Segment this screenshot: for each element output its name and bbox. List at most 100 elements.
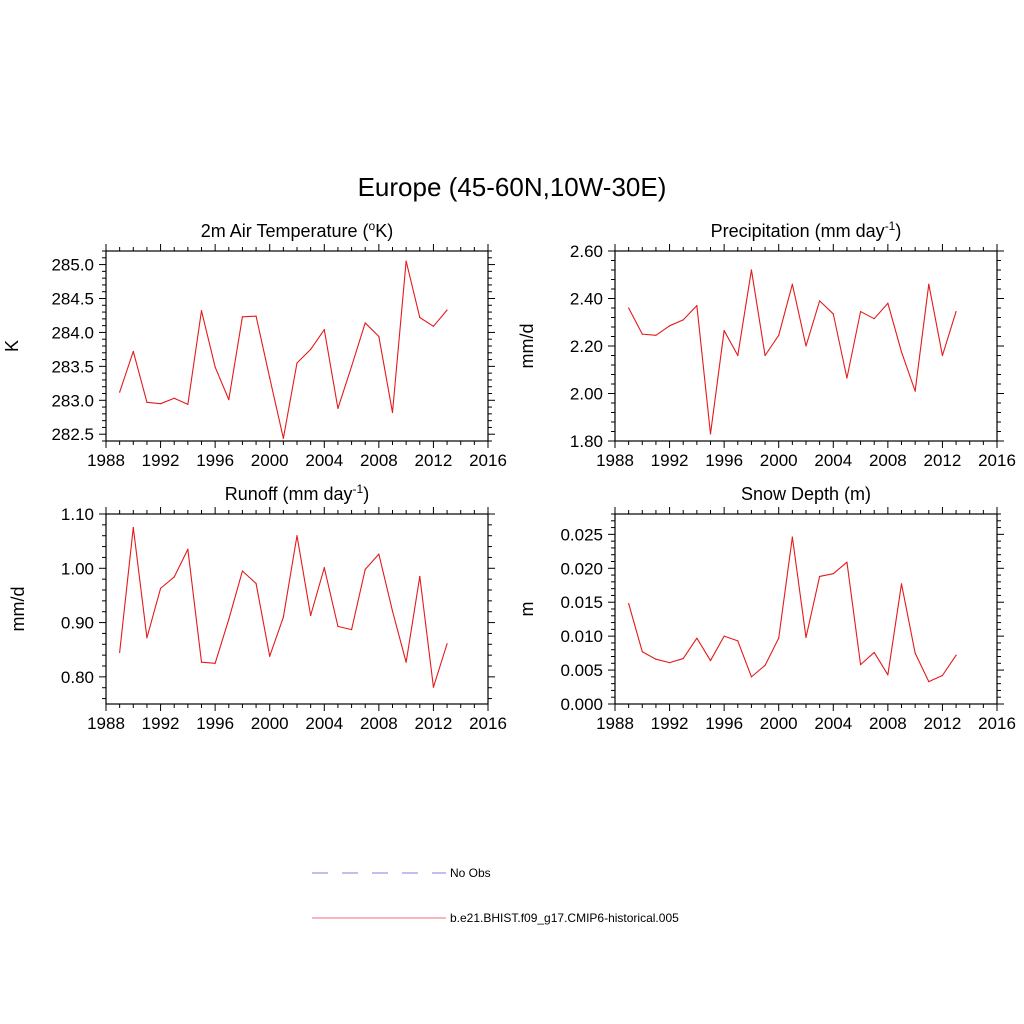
x-tick-label: 2000 bbox=[760, 451, 798, 470]
data-point bbox=[696, 305, 698, 307]
data-point bbox=[132, 350, 134, 353]
y-tick-label: 0.005 bbox=[560, 661, 603, 680]
data-point bbox=[446, 643, 448, 645]
data-point bbox=[187, 548, 189, 550]
x-tick-label: 2000 bbox=[251, 451, 289, 470]
panel-title-text: Snow Depth (m) bbox=[741, 484, 871, 504]
data-point bbox=[900, 583, 903, 585]
x-tick-label: 1988 bbox=[596, 451, 634, 470]
x-tick-label: 2016 bbox=[978, 714, 1016, 733]
data-point bbox=[337, 625, 339, 627]
data-point bbox=[432, 686, 435, 688]
x-tick-label: 2008 bbox=[869, 714, 907, 733]
data-point bbox=[805, 636, 807, 639]
data-point bbox=[310, 348, 312, 350]
y-tick-label: 0.90 bbox=[61, 614, 94, 633]
data-point bbox=[159, 587, 162, 589]
legend-label-model: b.e21.BHIST.f09_g17.CMIP6-historical.005 bbox=[450, 911, 679, 925]
data-point bbox=[405, 260, 407, 262]
data-point bbox=[941, 674, 944, 677]
data-point bbox=[887, 302, 889, 304]
panel-title: Runoff (mm day-1) bbox=[225, 482, 369, 504]
data-point bbox=[791, 283, 793, 285]
y-tick-label: 0.015 bbox=[560, 593, 603, 612]
data-point bbox=[846, 561, 848, 563]
data-point bbox=[228, 399, 230, 401]
data-point bbox=[778, 637, 780, 639]
data-point bbox=[432, 325, 435, 327]
data-point bbox=[668, 325, 671, 327]
data-point bbox=[628, 307, 630, 309]
x-tick-label: 2012 bbox=[924, 451, 962, 470]
panel-title: Precipitation (mm day-1) bbox=[711, 219, 902, 241]
x-tick-label: 2008 bbox=[360, 714, 398, 733]
data-point bbox=[750, 269, 753, 271]
data-point bbox=[737, 640, 739, 642]
data-point bbox=[941, 354, 944, 357]
data-point bbox=[214, 662, 216, 664]
plot-frame bbox=[105, 250, 489, 442]
y-tick-label: 1.10 bbox=[61, 505, 94, 524]
data-point bbox=[832, 313, 834, 315]
y-axis-label: m bbox=[517, 602, 537, 617]
y-tick-label: 2.40 bbox=[570, 290, 603, 309]
data-point bbox=[255, 315, 257, 317]
x-tick-label: 2016 bbox=[469, 714, 507, 733]
data-point bbox=[419, 316, 421, 319]
panel-title-superscript: -1 bbox=[885, 219, 896, 233]
x-tick-label: 2012 bbox=[415, 714, 453, 733]
data-point bbox=[132, 526, 134, 529]
data-point bbox=[337, 407, 339, 410]
x-tick-label: 1996 bbox=[705, 451, 743, 470]
x-tick-label: 1996 bbox=[196, 451, 234, 470]
data-point bbox=[146, 401, 148, 403]
data-point bbox=[750, 676, 753, 678]
data-point bbox=[228, 618, 230, 620]
data-point bbox=[955, 654, 957, 656]
panel-air-temperature: 2m Air Temperature (oK) K 1988 1992 1996 2000… bbox=[2, 219, 507, 470]
y-tick-label: 1.80 bbox=[570, 432, 603, 451]
y-axis-label: mm/d bbox=[517, 324, 537, 369]
data-point bbox=[682, 657, 684, 660]
series-line bbox=[119, 260, 448, 439]
data-point bbox=[378, 335, 380, 338]
panel-runoff: Runoff (mm day-1) mm/d 1988 1992 1996 2000 200… bbox=[8, 482, 507, 733]
data-point bbox=[323, 329, 325, 331]
data-point bbox=[364, 568, 366, 570]
y-tick-label: 285.0 bbox=[51, 256, 94, 275]
panel-title-suffix: ) bbox=[895, 221, 901, 241]
y-tick-label: 284.5 bbox=[51, 290, 94, 309]
data-point bbox=[709, 659, 712, 662]
x-tick-label: 1996 bbox=[705, 714, 743, 733]
data-point bbox=[296, 362, 298, 364]
x-tick-label: 1988 bbox=[87, 451, 125, 470]
series-line bbox=[628, 536, 957, 683]
series-line bbox=[119, 527, 448, 688]
data-point bbox=[723, 329, 725, 332]
data-point bbox=[405, 661, 407, 663]
x-tick-label: 1992 bbox=[142, 714, 180, 733]
y-tick-label: 0.000 bbox=[560, 695, 603, 714]
panel-title: Snow Depth (m) bbox=[741, 484, 871, 504]
data-point bbox=[241, 570, 244, 572]
x-tick-label: 2004 bbox=[305, 714, 343, 733]
data-point bbox=[641, 651, 643, 653]
data-point bbox=[282, 616, 284, 618]
data-point bbox=[173, 397, 175, 399]
data-point bbox=[668, 662, 671, 664]
data-point bbox=[805, 345, 807, 347]
x-tick-label: 1996 bbox=[196, 714, 234, 733]
data-point bbox=[628, 602, 630, 605]
panel-precipitation: Precipitation (mm day-1) mm/d 1988 1992 1996… bbox=[517, 219, 1016, 470]
data-point bbox=[269, 377, 271, 379]
data-point bbox=[350, 365, 353, 367]
data-point bbox=[310, 614, 312, 617]
x-tick-label: 1992 bbox=[651, 451, 689, 470]
panel-title-suffix: K) bbox=[375, 221, 393, 241]
data-point bbox=[446, 309, 448, 311]
data-point bbox=[928, 681, 930, 683]
x-tick-label: 1988 bbox=[87, 714, 125, 733]
data-point bbox=[859, 664, 862, 666]
data-point bbox=[723, 635, 725, 637]
